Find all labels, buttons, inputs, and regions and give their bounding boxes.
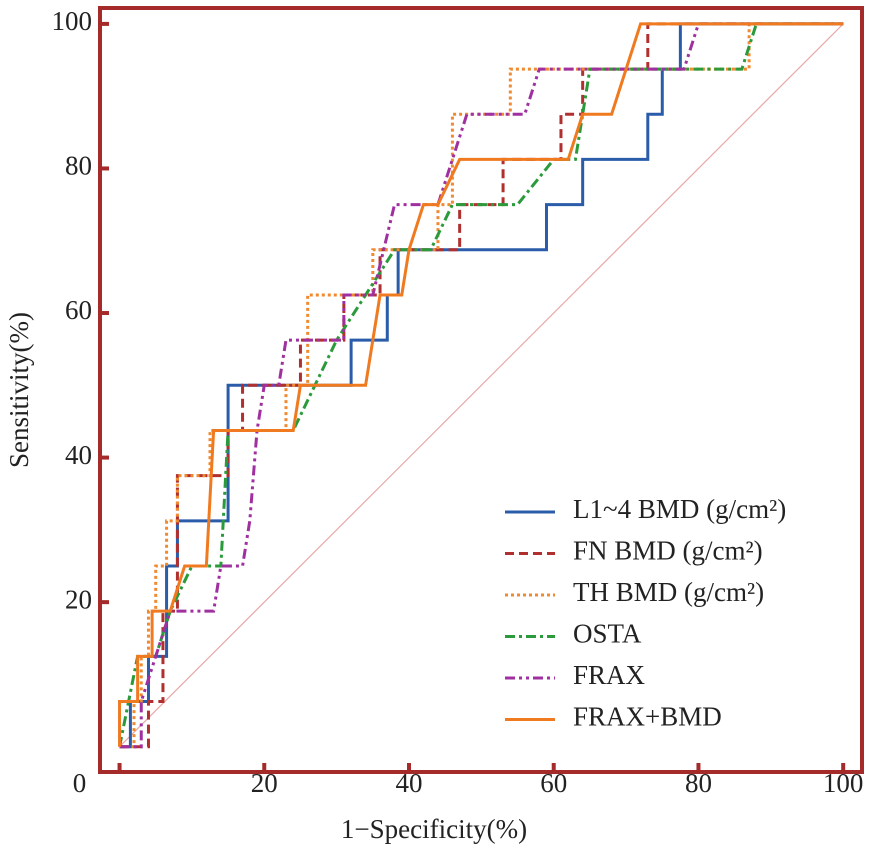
y-axis-label: Sensitivity(%): [4, 312, 34, 468]
y-tick-label: 80: [65, 151, 92, 181]
y-tick-label: 20: [65, 584, 92, 614]
y-tick-label: 40: [65, 440, 92, 470]
legend-label: OSTA: [573, 619, 642, 649]
x-tick-label: 0: [73, 768, 87, 798]
x-axis-label: 1−Specificity(%): [341, 814, 527, 844]
y-tick-label: 60: [65, 295, 92, 325]
x-tick-label: 80: [685, 768, 712, 798]
legend-label: FN BMD (g/cm²): [573, 536, 763, 566]
x-tick-label: 60: [540, 768, 567, 798]
legend-label: FRAX: [573, 660, 646, 690]
legend-label: FRAX+BMD: [573, 702, 722, 732]
x-tick-label: 100: [823, 768, 864, 798]
reference-line: [119, 23, 844, 748]
legend-label: TH BMD (g/cm²): [573, 577, 764, 607]
series-line: [118, 22, 844, 747]
y-tick-label: 100: [52, 6, 93, 36]
legend: L1~4 BMD (g/cm²) FN BMD (g/cm²) TH BMD (g/…: [505, 494, 786, 732]
x-tick-label: 20: [251, 768, 278, 798]
plot-frame: [98, 6, 864, 774]
legend-label: L1~4 BMD (g/cm²): [573, 494, 786, 524]
series-line: [119, 22, 844, 749]
x-tick-label: 40: [395, 768, 422, 798]
